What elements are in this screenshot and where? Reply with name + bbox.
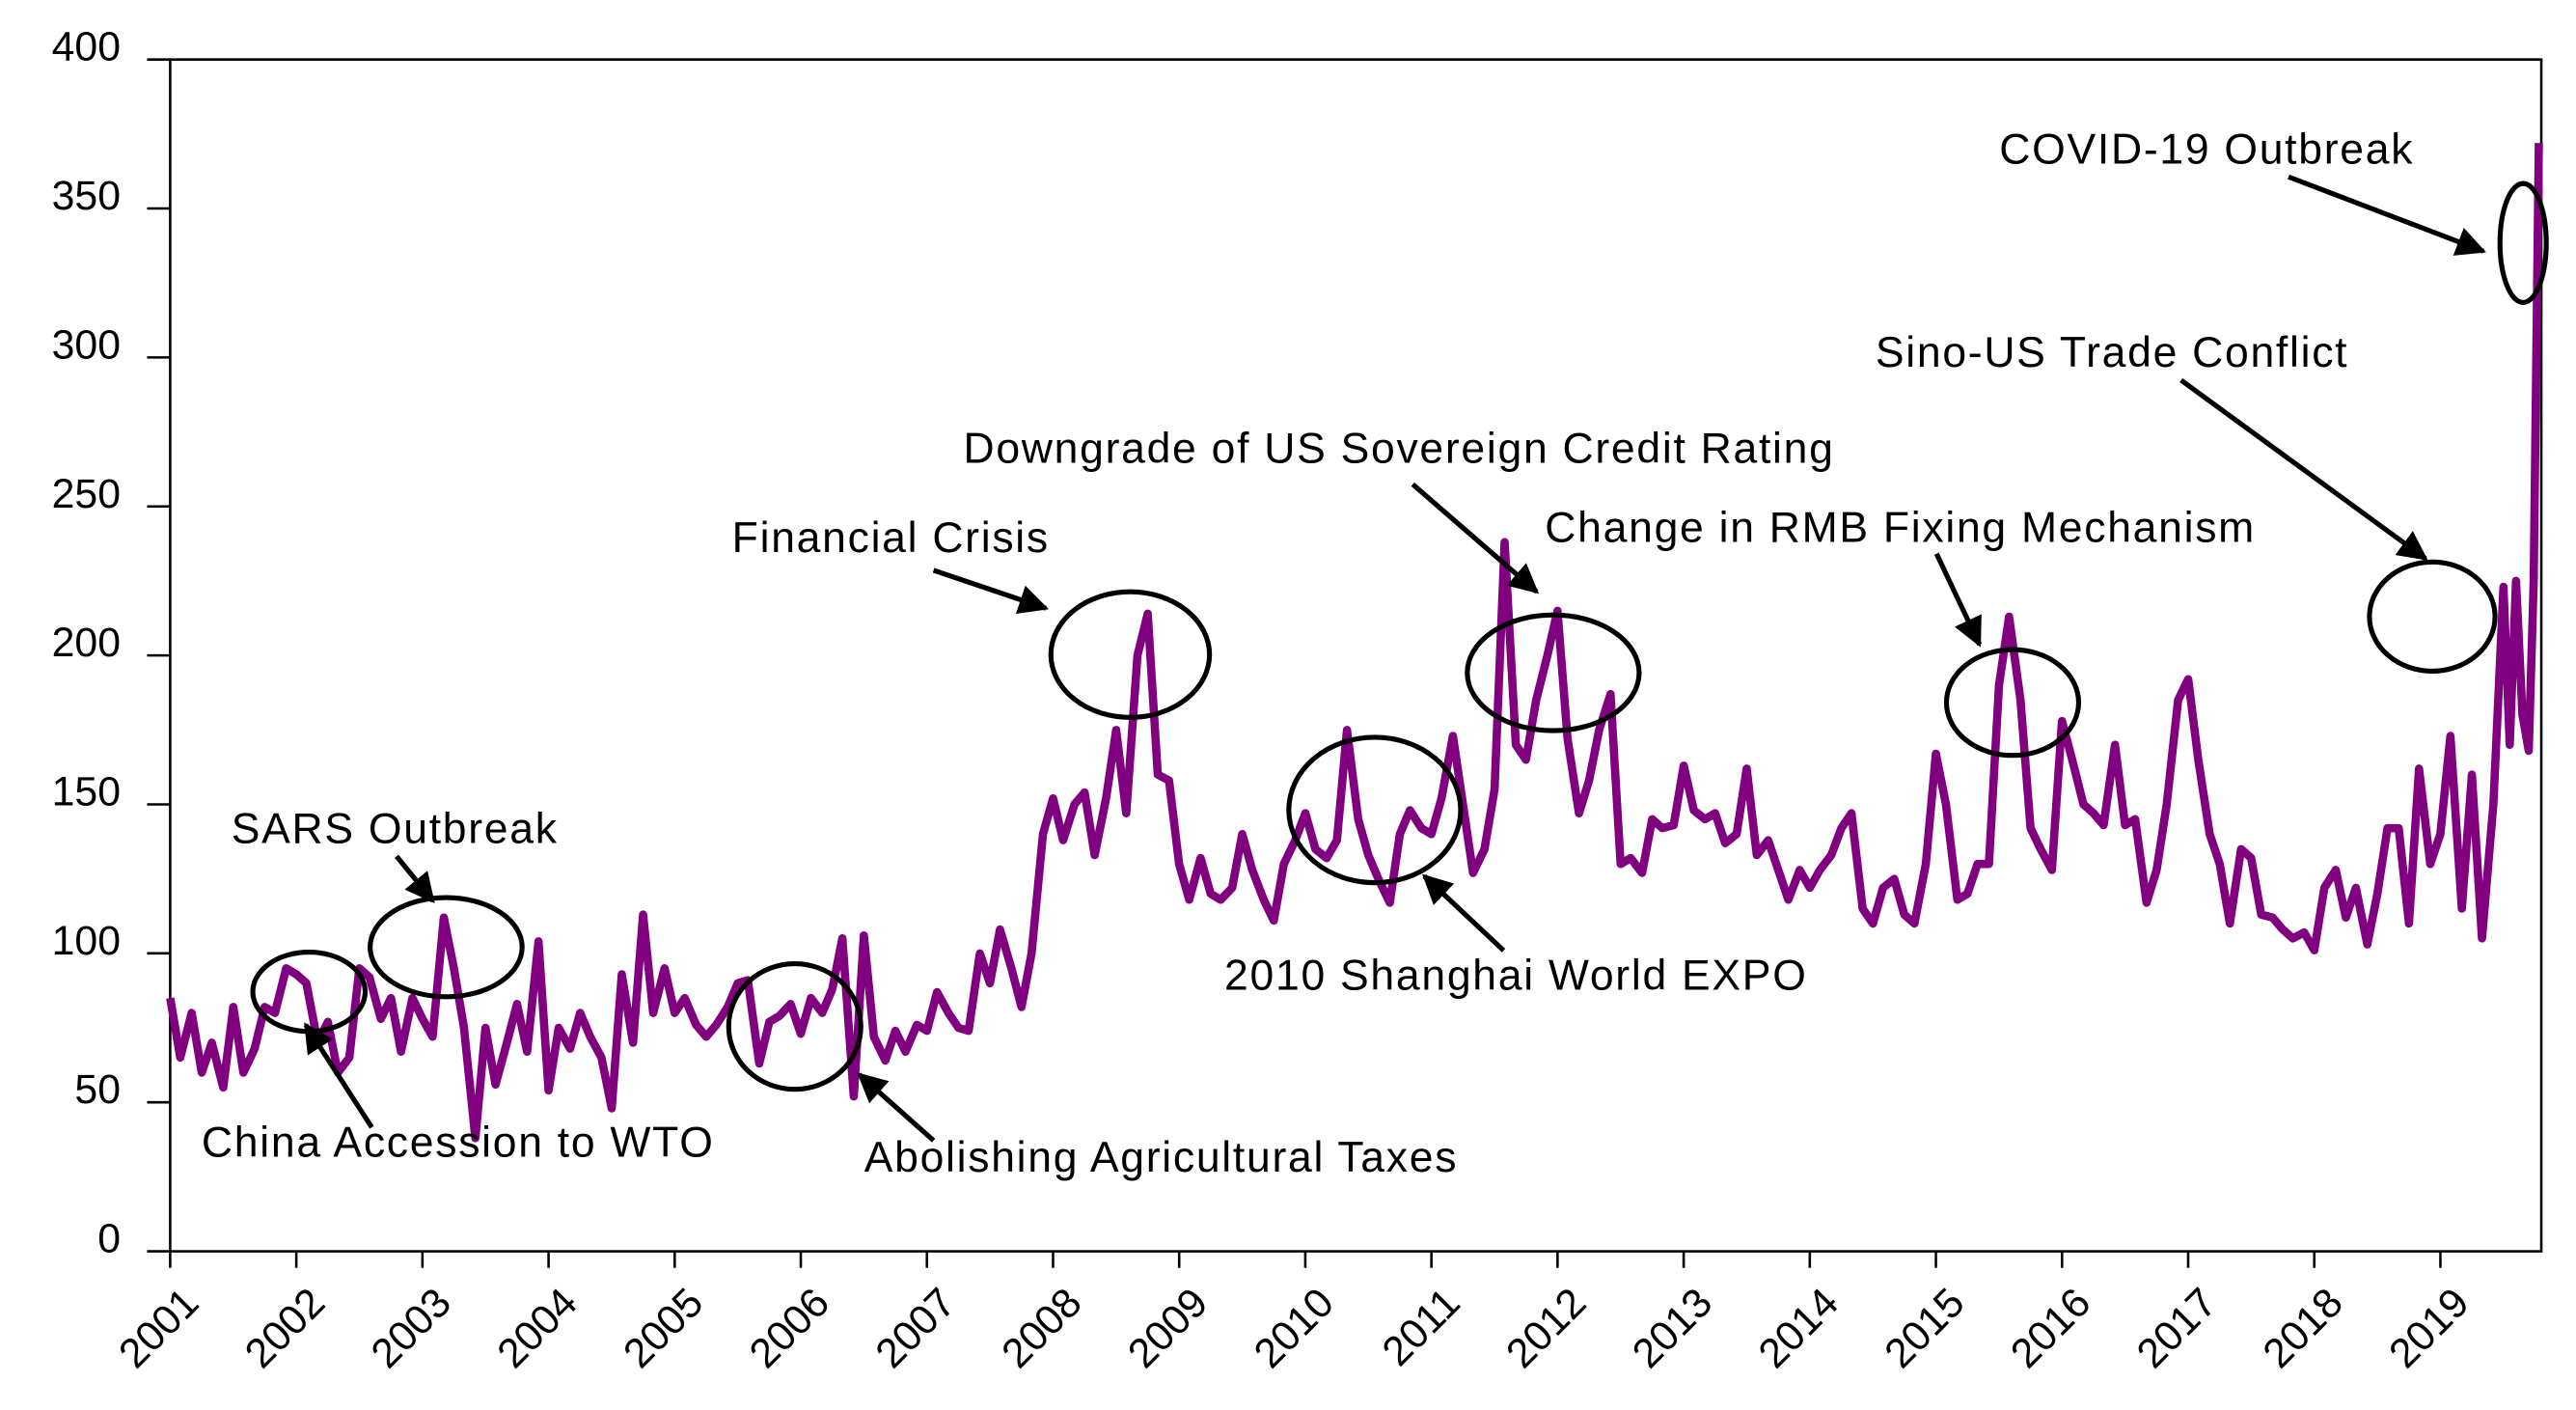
annotation-circle bbox=[1465, 612, 1642, 733]
x-tick-label: 2011 bbox=[1374, 1280, 1469, 1375]
x-tick-label: 2006 bbox=[741, 1280, 838, 1377]
annotation: SARS Outbreak bbox=[232, 805, 559, 852]
x-tick-label: 2017 bbox=[2128, 1280, 2226, 1377]
annotation-arrow bbox=[1422, 873, 1506, 953]
annotation-arrow bbox=[857, 1072, 936, 1143]
x-tick-label: 2012 bbox=[1497, 1280, 1595, 1377]
x-tick-label: 2007 bbox=[867, 1280, 965, 1377]
x-tick-label: 2010 bbox=[1246, 1280, 1343, 1377]
y-tick-label: 400 bbox=[52, 24, 121, 70]
x-tick-label: 2005 bbox=[615, 1280, 712, 1377]
x-tick-label: 2002 bbox=[236, 1280, 334, 1377]
annotation-arrow bbox=[2179, 377, 2428, 561]
x-tick-label: 2009 bbox=[1119, 1280, 1217, 1377]
x-tick-label: 2015 bbox=[1876, 1280, 1973, 1377]
annotation-arrow bbox=[1411, 482, 1540, 594]
x-tick-label: 2014 bbox=[1750, 1280, 1848, 1377]
y-tick-label: 100 bbox=[52, 918, 121, 964]
y-tick-label: 300 bbox=[52, 321, 121, 368]
plot-frame bbox=[169, 58, 2543, 1253]
annotation-circle bbox=[1286, 734, 1464, 886]
y-tick-label: 250 bbox=[52, 471, 121, 517]
annotation-circle bbox=[1048, 589, 1213, 720]
annotation-arrow bbox=[1933, 552, 1983, 648]
x-tick-label: 2013 bbox=[1624, 1280, 1721, 1377]
annotation: Downgrade of US Sovereign Credit Rating bbox=[963, 425, 1834, 472]
y-tick-label: 150 bbox=[52, 769, 121, 816]
x-tick-label: 2018 bbox=[2255, 1280, 2352, 1377]
annotation-arrow bbox=[303, 1022, 374, 1129]
annotation-arrow bbox=[2288, 174, 2486, 256]
annotation-circle bbox=[1943, 647, 2082, 759]
annotation-circle bbox=[368, 895, 525, 1000]
annotation-arrow bbox=[932, 567, 1050, 615]
x-tick-label: 2008 bbox=[993, 1280, 1090, 1377]
annotation-arrow bbox=[395, 854, 435, 903]
annotation: Abolishing Agricultural Taxes bbox=[864, 1134, 1458, 1181]
data-line bbox=[166, 143, 2543, 1143]
x-tick-label: 2001 bbox=[110, 1280, 207, 1377]
annotation: Change in RMB Fixing Mechanism bbox=[1545, 505, 2256, 552]
annotation: COVID-19 Outbreak bbox=[1999, 125, 2414, 173]
annotation-circle bbox=[726, 960, 863, 1092]
x-tick-label: 2016 bbox=[2002, 1280, 2099, 1377]
annotation: 2010 Shanghai World EXPO bbox=[1224, 953, 1807, 1000]
annotation-circle bbox=[2367, 559, 2498, 674]
y-tick-label: 350 bbox=[52, 173, 121, 219]
y-tick-label: 50 bbox=[74, 1066, 121, 1113]
y-tick-label: 0 bbox=[97, 1216, 121, 1262]
annotation: Sino-US Trade Conflict bbox=[1876, 329, 2348, 376]
x-tick-label: 2003 bbox=[363, 1280, 460, 1377]
y-tick-label: 200 bbox=[52, 620, 121, 666]
annotation-circle bbox=[2497, 180, 2549, 306]
annotation: Financial Crisis bbox=[732, 514, 1050, 562]
annotation: China Accession to WTO bbox=[202, 1120, 715, 1167]
x-tick-label: 2019 bbox=[2380, 1280, 2478, 1377]
x-tick-label: 2004 bbox=[488, 1280, 586, 1377]
